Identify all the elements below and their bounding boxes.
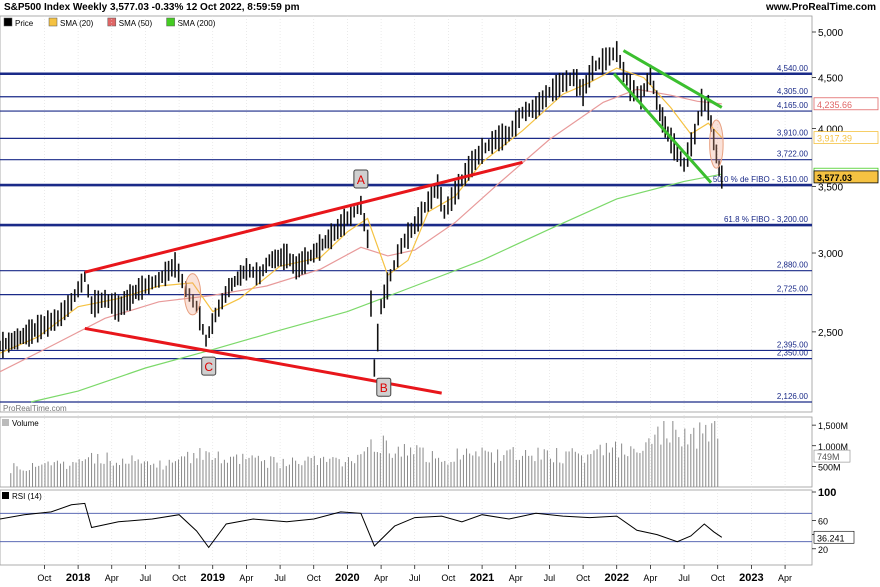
price-badge-1 (813, 131, 879, 144)
x-tick-label-22: Apr (778, 573, 792, 583)
volume-badge (813, 449, 851, 463)
level-label-7: 2,880.00 (777, 261, 809, 270)
sma200-line (30, 173, 722, 403)
sma50-line (0, 88, 722, 373)
legend-label-0: Price (15, 19, 34, 28)
x-tick-label-2: Apr (105, 573, 119, 583)
x-tick-label-20: Oct (711, 573, 726, 583)
rsi-label: RSI (14) (12, 492, 42, 501)
x-tick-label-10: Apr (374, 573, 388, 583)
x-tick-label-3: Jul (140, 573, 152, 583)
price-bars (0, 41, 723, 377)
level-label-2: 4,165.00 (777, 101, 809, 110)
chart-title: S&P500 Index Weekly 3,577.03 -0.33% 12 O… (4, 2, 300, 13)
annotation-box-B (376, 377, 392, 397)
price-tick-label-5: 2,500 (818, 328, 843, 339)
price-tick-label-1: 4,500 (818, 74, 843, 85)
volume-panel-frame (0, 416, 813, 488)
x-tick-label-14: Apr (509, 573, 523, 583)
x-tick-label-12: Oct (441, 573, 456, 583)
price-badge-label-3: 3,577.03 (817, 173, 852, 183)
level-label-3: 3,910.00 (777, 128, 809, 137)
rsi-line (0, 502, 723, 549)
rsi-tick-label-3: 20 (818, 545, 828, 555)
annotation-label-B: B (380, 381, 388, 395)
rsi-tick-label-0: 100 (818, 487, 836, 499)
trendline-3 (612, 72, 713, 184)
rsi-badge-label: 36.241 (817, 533, 845, 543)
level-label-1: 4,305.00 (777, 87, 809, 96)
price-badge-0 (813, 97, 879, 111)
volume-swatch (2, 419, 9, 426)
volume-tick-label-1: 1,000M (818, 442, 848, 452)
x-tick-label-19: Jul (678, 573, 690, 583)
level-label-11: 2,126.00 (777, 392, 809, 401)
annotation-label-C: C (204, 360, 213, 374)
legend-swatch-0 (3, 17, 13, 27)
price-badge-label-1: 3,917.39 (817, 134, 852, 144)
x-tick-label-9: 2020 (335, 572, 359, 584)
level-label-10: 2,350.00 (777, 349, 809, 358)
volume-tick-label-2: 500M (818, 462, 841, 472)
level-label-0: 4,540.00 (777, 64, 809, 73)
rsi-panel-frame (0, 489, 813, 566)
x-tick-label-1: 2018 (66, 572, 90, 584)
highlight-ellipse-0 (183, 273, 202, 316)
trendline-2 (622, 49, 723, 109)
x-tick-label-6: Apr (239, 573, 253, 583)
rsi-swatch (2, 492, 9, 499)
watermark: ProRealTime.com (3, 404, 67, 413)
level-label-9: 2,395.00 (777, 340, 809, 349)
x-tick-label-18: Apr (643, 573, 657, 583)
x-tick-label-13: 2021 (470, 572, 494, 584)
legend-swatch-1 (48, 17, 58, 27)
level-label-8: 2,725.00 (777, 285, 809, 294)
rsi-tick-label-1: 60 (818, 516, 828, 526)
price-badge-3 (813, 170, 879, 184)
x-tick-label-15: Jul (544, 573, 556, 583)
chart-header: S&P500 Index Weekly 3,577.03 -0.33% 12 O… (0, 0, 880, 16)
annotation-label-A: A (357, 173, 365, 187)
x-tick-label-11: Jul (409, 573, 421, 583)
trendline-0 (84, 160, 523, 274)
price-badge-label-0: 4,235.66 (817, 100, 852, 110)
volume-label: Volume (12, 419, 39, 428)
sma20-line (0, 67, 723, 354)
legend-label-1: SMA (20) (60, 19, 94, 28)
volume-badge-label: 749M (817, 452, 840, 462)
rsi-badge (813, 530, 855, 544)
price-tick-label-0: 5,000 (818, 28, 843, 39)
x-tick-label-7: Jul (274, 573, 286, 583)
highlight-ellipse-1 (709, 119, 724, 169)
level-label-4: 3,722.00 (777, 150, 809, 159)
price-tick-label-4: 3,000 (818, 249, 843, 260)
x-tick-label-5: 2019 (201, 572, 225, 584)
x-tick-label-0: Oct (37, 573, 52, 583)
site-name: www.ProRealTime.com (765, 2, 876, 13)
legend-swatch-3 (166, 17, 175, 27)
price-tick-label-3: 3,500 (818, 182, 843, 193)
legend-label-2: SMA (50) (119, 19, 153, 28)
x-tick-label-17: 2022 (605, 572, 629, 584)
annotation-box-C (201, 356, 217, 376)
level-label-6: 61.8 % FIBO - 3,200.00 (724, 215, 809, 224)
annotation-box-A (353, 169, 369, 189)
level-label-5: 50.0 % de FIBO - 3,510.00 (713, 175, 809, 184)
x-tick-label-21: 2023 (739, 572, 763, 584)
volume-bars (10, 421, 719, 487)
price-panel-frame (0, 15, 813, 413)
price-tick-label-2: 4,000 (818, 125, 843, 136)
volume-tick-label-0: 1,500M (818, 421, 848, 431)
x-tick-label-4: Oct (172, 573, 187, 583)
x-tick-label-16: Oct (576, 573, 591, 583)
x-tick-label-8: Oct (307, 573, 322, 583)
legend-label-3: SMA (200) (178, 19, 216, 28)
